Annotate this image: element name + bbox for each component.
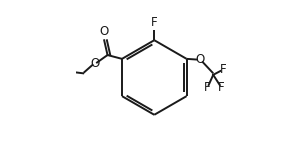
Text: O: O xyxy=(196,53,205,66)
Text: F: F xyxy=(220,63,226,76)
Text: F: F xyxy=(218,81,225,94)
Text: O: O xyxy=(99,25,109,38)
Text: O: O xyxy=(90,57,99,70)
Text: F: F xyxy=(151,16,157,29)
Text: F: F xyxy=(204,81,210,94)
